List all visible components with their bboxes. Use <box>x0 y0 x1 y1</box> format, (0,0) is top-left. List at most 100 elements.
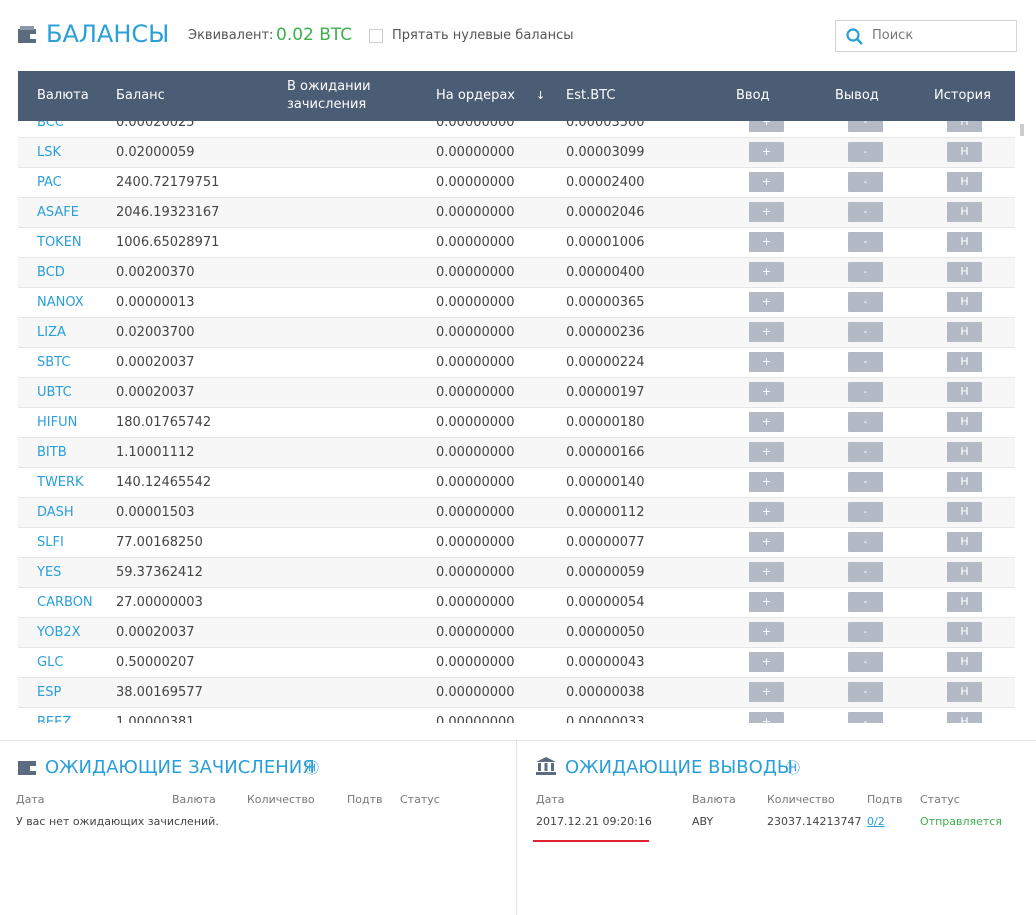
withdraw-button[interactable]: - <box>848 322 883 342</box>
currency-link[interactable]: SLFI <box>37 535 64 550</box>
currency-link[interactable]: BCC <box>37 121 64 130</box>
withdraw-button[interactable]: - <box>848 652 883 672</box>
history-button[interactable]: H <box>947 592 982 612</box>
history-button[interactable]: H <box>947 322 982 342</box>
deposit-button[interactable]: + <box>749 562 784 582</box>
currency-link[interactable]: PAC <box>37 175 62 190</box>
withdraw-button[interactable]: - <box>848 262 883 282</box>
help-icon[interactable]: Ⓗ <box>786 761 800 777</box>
withdraw-button[interactable]: - <box>848 121 883 132</box>
history-button[interactable]: H <box>947 412 982 432</box>
on-orders: 0.00000000 <box>436 325 515 340</box>
deposit-button[interactable]: + <box>749 322 784 342</box>
history-button[interactable]: H <box>947 652 982 672</box>
history-button[interactable]: H <box>947 622 982 642</box>
est-btc: 0.00000112 <box>566 505 645 520</box>
deposit-button[interactable]: + <box>749 232 784 252</box>
confirmations[interactable]: 0/2 <box>867 815 885 828</box>
history-button[interactable]: H <box>947 352 982 372</box>
est-btc: 0.00000059 <box>566 565 645 580</box>
withdraw-button[interactable]: - <box>848 562 883 582</box>
deposit-button[interactable]: + <box>749 262 784 282</box>
deposit-button[interactable]: + <box>749 382 784 402</box>
on-orders: 0.00000000 <box>436 295 515 310</box>
withdraw-button[interactable]: - <box>848 172 883 192</box>
deposit-button[interactable]: + <box>749 292 784 312</box>
withdraw-button[interactable]: - <box>848 202 883 222</box>
currency-link[interactable]: UBTC <box>37 385 72 400</box>
deposit-button[interactable]: + <box>749 412 784 432</box>
deposit-button[interactable]: + <box>749 622 784 642</box>
currency-link[interactable]: NANOX <box>37 295 84 310</box>
withdraw-button[interactable]: - <box>848 532 883 552</box>
deposit-button[interactable]: + <box>749 592 784 612</box>
deposit-button[interactable]: + <box>749 142 784 162</box>
withdraw-button[interactable]: - <box>848 592 883 612</box>
history-button[interactable]: H <box>947 532 982 552</box>
deposit-button[interactable]: + <box>749 352 784 372</box>
withdraw-button[interactable]: - <box>848 622 883 642</box>
hide-zero-checkbox[interactable] <box>369 29 383 43</box>
history-button[interactable]: H <box>947 142 982 162</box>
column-header[interactable]: Est.BTC <box>566 88 616 103</box>
currency-link[interactable]: BITB <box>37 445 67 460</box>
currency-link[interactable]: TWERK <box>37 475 84 490</box>
history-button[interactable]: H <box>947 562 982 582</box>
currency-link[interactable]: YOB2X <box>37 625 81 640</box>
currency-link[interactable]: LIZA <box>37 325 66 340</box>
currency-link[interactable]: DASH <box>37 505 74 520</box>
deposit-button[interactable]: + <box>749 502 784 522</box>
withdraw-button[interactable]: - <box>848 232 883 252</box>
help-icon[interactable]: Ⓗ <box>305 761 319 777</box>
withdraw-button[interactable]: - <box>848 712 883 723</box>
withdraw-button[interactable]: - <box>848 352 883 372</box>
currency-link[interactable]: YES <box>37 565 62 580</box>
search-box[interactable]: Поиск <box>835 20 1017 52</box>
currency-link[interactable]: BEEZ <box>37 715 72 723</box>
withdraw-button[interactable]: - <box>848 682 883 702</box>
currency-link[interactable]: ESP <box>37 685 62 700</box>
withdraw-button[interactable]: - <box>848 382 883 402</box>
history-button[interactable]: H <box>947 292 982 312</box>
history-button[interactable]: H <box>947 262 982 282</box>
deposit-button[interactable]: + <box>749 442 784 462</box>
deposit-button[interactable]: + <box>749 472 784 492</box>
deposit-button[interactable]: + <box>749 532 784 552</box>
history-button[interactable]: H <box>947 172 982 192</box>
history-button[interactable]: H <box>947 472 982 492</box>
deposit-button[interactable]: + <box>749 652 784 672</box>
currency-link[interactable]: SBTC <box>37 355 71 370</box>
deposit-button[interactable]: + <box>749 202 784 222</box>
deposit-button[interactable]: + <box>749 121 784 132</box>
currency-link[interactable]: BCD <box>37 265 65 280</box>
deposit-button[interactable]: + <box>749 682 784 702</box>
withdraw-button[interactable]: - <box>848 292 883 312</box>
scrollbar-thumb[interactable] <box>1020 124 1024 136</box>
withdraw-button[interactable]: - <box>848 502 883 522</box>
deposit-button[interactable]: + <box>749 172 784 192</box>
hide-zero-label[interactable]: Прятать нулевые балансы <box>392 28 574 43</box>
history-button[interactable]: H <box>947 121 982 132</box>
history-button[interactable]: H <box>947 682 982 702</box>
history-button[interactable]: H <box>947 382 982 402</box>
history-button[interactable]: H <box>947 232 982 252</box>
deposit-button[interactable]: + <box>749 712 784 723</box>
table-row: SBTC 0.00020037 0.00000000 0.00000224 + - H <box>18 348 1015 378</box>
currency-link[interactable]: CARBON <box>37 595 93 610</box>
currency-link[interactable]: LSK <box>37 145 62 160</box>
balance: 2046.19323167 <box>116 205 220 220</box>
withdraw-button[interactable]: - <box>848 472 883 492</box>
withdraw-button[interactable]: - <box>848 442 883 462</box>
currency-link[interactable]: HIFUN <box>37 415 78 430</box>
history-button[interactable]: H <box>947 202 982 222</box>
currency-link[interactable]: GLC <box>37 655 64 670</box>
history-button[interactable]: H <box>947 442 982 462</box>
currency-link[interactable]: TOKEN <box>37 235 82 250</box>
currency-link[interactable]: ASAFE <box>37 205 79 220</box>
history-button[interactable]: H <box>947 712 982 723</box>
withdraw-button[interactable]: - <box>848 412 883 432</box>
history-button[interactable]: H <box>947 502 982 522</box>
withdraw-button[interactable]: - <box>848 142 883 162</box>
sort-arrow[interactable]: ↓ <box>536 89 546 102</box>
table-header: Валюта Баланс В ожидании зачисления На орде… <box>18 71 1015 121</box>
